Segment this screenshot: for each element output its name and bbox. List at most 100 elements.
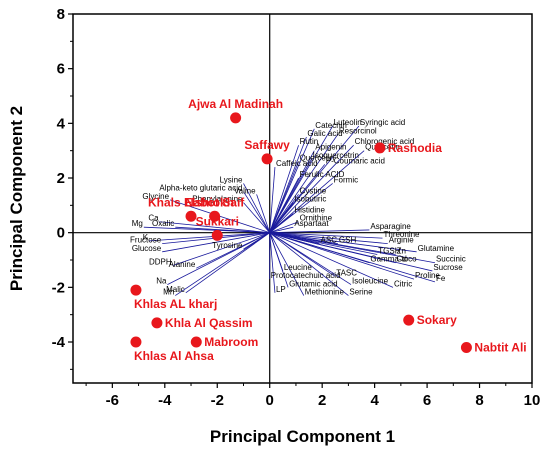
loading-vector (269, 221, 299, 234)
zero-lines (73, 14, 532, 383)
sample-label: Sukkari (196, 214, 239, 228)
sample-point (374, 142, 386, 154)
loading-label: Syringic acid (360, 118, 405, 127)
loading-vector (269, 150, 365, 233)
loading-label: Phenylalanine (192, 195, 243, 204)
x-axis-title: Principal Component 1 (210, 427, 395, 446)
sample-point (151, 317, 163, 329)
loading-label: Formic (334, 175, 358, 184)
loading-label: Na (156, 277, 167, 286)
loading-label: Ferulic ACID (300, 170, 345, 179)
y-tick-label: -4 (52, 334, 66, 351)
loading-label: Gamma-toco (370, 255, 417, 264)
loading-vector (269, 232, 305, 296)
loading-label: TASC (336, 268, 357, 277)
loading-vectors (143, 125, 436, 296)
x-tick-label: 2 (318, 392, 326, 409)
sample-point (209, 210, 221, 222)
loading-label: Fe (436, 274, 446, 283)
x-tick-label: -6 (106, 392, 119, 409)
loading-vector (269, 232, 276, 293)
x-tick-label: 8 (475, 392, 483, 409)
sample-label: Rashodia (388, 141, 442, 155)
plot-frame (72, 13, 533, 384)
sample-point (190, 336, 202, 348)
sample-labels: Ajwa Al Madinah Saffawy Rashodia Khals Elsh… (134, 97, 527, 363)
loading-vector (269, 202, 294, 233)
sample-label: Nabtit Ali (474, 340, 526, 354)
loading-label: Protocatechuic acid (271, 271, 341, 280)
loading-label: Caffeic acid (276, 159, 318, 168)
loading-label: Oxalic (152, 219, 174, 228)
sample-point (130, 284, 142, 296)
loading-label: Isoleucine (352, 277, 389, 286)
sample-points (130, 112, 472, 353)
loading-label: GSH (339, 236, 357, 245)
loading-vector (269, 232, 417, 253)
loading-vector (167, 232, 270, 285)
sample-point (403, 314, 415, 326)
loading-label: Threonine (383, 230, 420, 239)
sample-point (130, 336, 142, 348)
y-tick-label: 2 (57, 170, 65, 187)
loading-label: Resorcinol (339, 126, 377, 135)
sample-point (185, 210, 197, 222)
loading-label: Chlorogenic acid (355, 137, 415, 146)
loading-vector (149, 232, 270, 242)
loading-vector (269, 167, 276, 233)
sample-label: Khla Al Qassim (165, 316, 253, 330)
x-tick-label: 0 (266, 392, 274, 409)
loading-label: Glutamic acid (289, 279, 337, 288)
loading-vector (269, 213, 294, 233)
loading-vector (175, 226, 270, 234)
loading-label: Lysine (220, 175, 243, 184)
loading-label: Apigenin (315, 143, 346, 152)
loading-label: TGSH (378, 247, 400, 256)
x-tick-label: -2 (211, 392, 224, 409)
y-axis-title: Principal Component 2 (7, 106, 26, 291)
loading-vector (269, 232, 436, 264)
loading-vector (172, 232, 270, 266)
loading-label: Rutin (300, 137, 319, 146)
loading-label: Tyrosine (212, 241, 243, 250)
loading-label: Aspartaat (294, 219, 329, 228)
loading-label: Cd (397, 255, 407, 264)
loading-vector (175, 232, 270, 296)
loading-vector (269, 229, 370, 234)
y-tick-label: 6 (57, 61, 65, 78)
loading-label: Malic (166, 285, 185, 294)
sample-label: Ajwa Al Madinah (188, 97, 283, 111)
loading-vector (269, 232, 415, 280)
loading-vector (269, 232, 436, 283)
loading-vector (269, 232, 433, 272)
loading-label: Quercetin (300, 154, 335, 163)
sample-label: Sokary (417, 313, 457, 327)
loading-vector (269, 232, 388, 244)
loading-label: K (143, 233, 149, 242)
loading-label: Catechin (315, 121, 347, 130)
loading-vector (269, 177, 299, 233)
loading-label: DDPH (149, 257, 172, 266)
loading-label: Succinic (436, 255, 466, 264)
sample-label: Saffawy (244, 138, 290, 152)
loading-label: Isoquercetrin (313, 151, 359, 160)
loading-vector (243, 202, 271, 233)
loading-label: Galic acid (307, 129, 342, 138)
loading-label: Methionine (305, 288, 345, 297)
loading-label: Leucine (284, 263, 313, 272)
loading-vector (162, 232, 270, 253)
loading-vector (269, 232, 349, 296)
loading-label: Citric (394, 279, 412, 288)
loading-vector (269, 125, 360, 233)
loading-label: Mg (132, 219, 143, 228)
y-tick-label: -2 (52, 279, 65, 296)
x-tick-label: -4 (158, 392, 172, 409)
loading-label: Glucose (132, 244, 162, 253)
sample-label: Mabroom (204, 335, 258, 349)
loading-vector (256, 194, 271, 233)
x-tick-label: 4 (370, 392, 379, 409)
y-tick-label: 8 (57, 6, 65, 23)
loading-vector (243, 183, 271, 233)
